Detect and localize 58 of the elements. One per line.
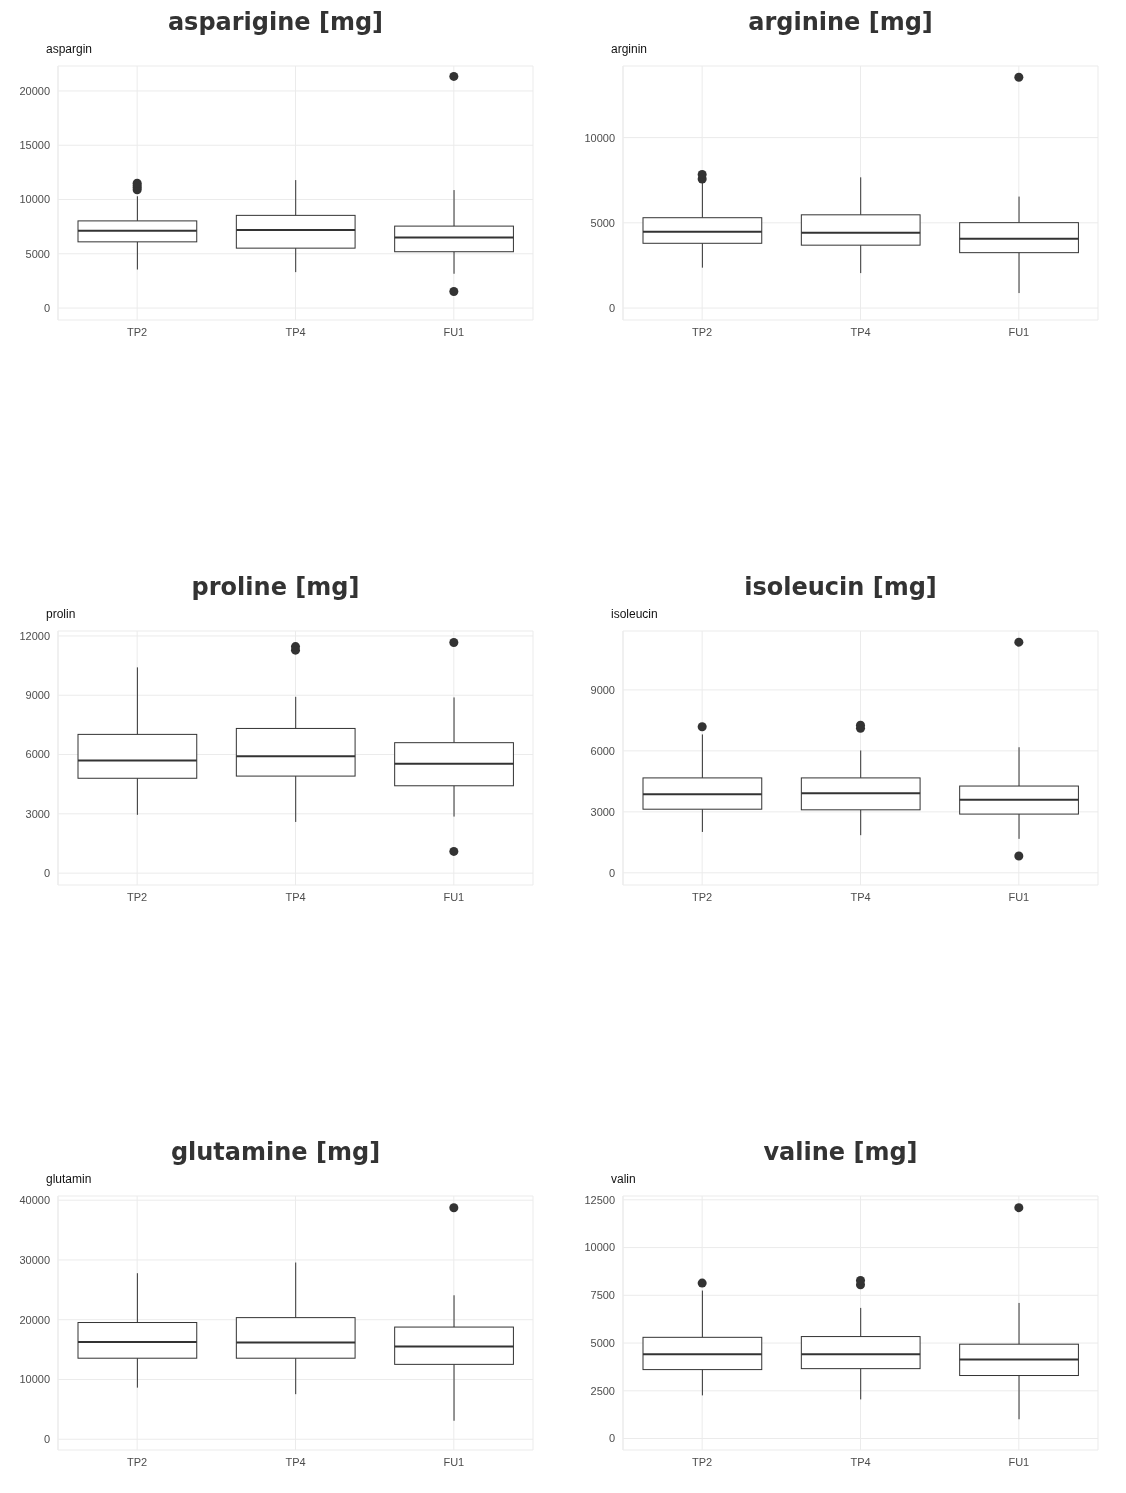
y-axis-title: valin xyxy=(610,1172,637,1188)
y-tick-label: 10000 xyxy=(19,1373,50,1386)
x-tick-label: TP4 xyxy=(285,1455,306,1468)
x-tick-label: FU1 xyxy=(1008,890,1030,903)
y-tick-label: 5000 xyxy=(590,216,615,229)
y-tick-label: 6000 xyxy=(25,748,50,761)
y-tick-label: 6000 xyxy=(590,744,615,757)
y-axis-title: prolin xyxy=(45,607,77,623)
x-tick-label: TP2 xyxy=(127,890,148,903)
y-tick-label: 3000 xyxy=(25,807,50,820)
y-tick-label: 40000 xyxy=(19,1194,50,1207)
y-tick-label: 0 xyxy=(43,867,50,880)
y-tick-label: 9000 xyxy=(25,689,50,702)
y-tick-label: 5000 xyxy=(590,1336,615,1349)
y-tick-label: 10000 xyxy=(584,1241,615,1254)
y-axis-title: glutamin xyxy=(45,1172,93,1188)
chart-title: proline [mg] xyxy=(190,573,361,603)
y-tick-label: 30000 xyxy=(19,1253,50,1266)
y-tick-label: 12000 xyxy=(19,629,50,642)
x-tick-label: TP2 xyxy=(127,1455,148,1468)
y-tick-label: 0 xyxy=(608,866,615,879)
y-tick-label: 0 xyxy=(43,301,50,314)
chart-title: valine [mg] xyxy=(762,1138,919,1168)
x-tick-label: TP2 xyxy=(127,325,148,338)
chart-title: asparigine [mg] xyxy=(166,8,385,38)
y-tick-label: 3000 xyxy=(590,805,615,818)
x-tick-label: FU1 xyxy=(443,1455,465,1468)
y-tick-label: 15000 xyxy=(19,139,50,152)
x-tick-label: TP4 xyxy=(285,890,306,903)
y-tick-label: 12500 xyxy=(584,1193,615,1206)
x-tick-label: TP2 xyxy=(692,325,713,338)
x-tick-label: FU1 xyxy=(443,890,465,903)
y-tick-label: 10000 xyxy=(584,131,615,144)
x-tick-label: FU1 xyxy=(1008,1455,1030,1468)
x-tick-label: TP4 xyxy=(850,1455,871,1468)
chart-title: arginine [mg] xyxy=(747,8,934,38)
chart-title: glutamine [mg] xyxy=(169,1138,382,1168)
y-tick-label: 20000 xyxy=(19,84,50,97)
y-tick-label: 7500 xyxy=(590,1289,615,1302)
x-tick-label: TP2 xyxy=(692,890,713,903)
x-tick-label: TP2 xyxy=(692,1455,713,1468)
y-tick-label: 0 xyxy=(608,1432,615,1445)
y-tick-label: 5000 xyxy=(25,247,50,260)
y-axis-title: aspargin xyxy=(45,42,94,58)
y-tick-label: 2500 xyxy=(590,1384,615,1397)
y-tick-label: 20000 xyxy=(19,1313,50,1326)
y-axis-title: arginin xyxy=(610,42,649,58)
x-tick-label: TP4 xyxy=(285,325,306,338)
y-tick-label: 10000 xyxy=(19,193,50,206)
x-tick-label: FU1 xyxy=(443,325,465,338)
chart-title: isoleucin [mg] xyxy=(743,573,938,603)
y-axis-title: isoleucin xyxy=(610,607,659,623)
x-tick-label: TP4 xyxy=(850,890,871,903)
y-tick-label: 9000 xyxy=(590,683,615,696)
y-tick-label: 0 xyxy=(608,301,615,314)
y-tick-label: 0 xyxy=(43,1433,50,1446)
x-tick-label: TP4 xyxy=(850,325,871,338)
x-tick-label: FU1 xyxy=(1008,325,1030,338)
